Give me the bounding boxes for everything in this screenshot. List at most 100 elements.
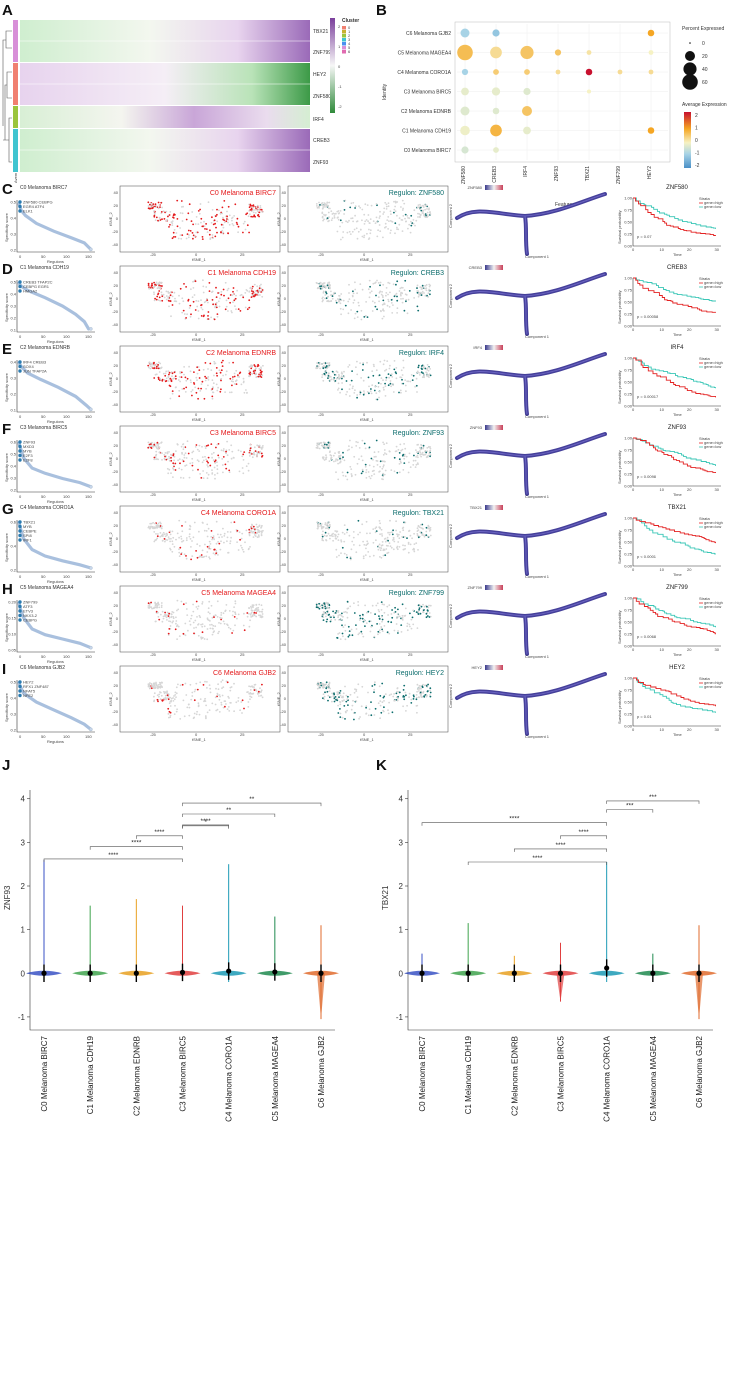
tsne-cell bbox=[226, 624, 229, 627]
tsne-cell bbox=[403, 536, 406, 538]
km-xtick: 0 bbox=[632, 567, 635, 572]
tsne-cell bbox=[372, 282, 375, 285]
tsne-title: Regulon: HEY2 bbox=[396, 670, 444, 677]
tsne-cell bbox=[197, 210, 200, 212]
tsne-xtick: 0 bbox=[363, 252, 366, 257]
tsne-cell bbox=[225, 452, 227, 455]
top-regulon-label: IRF4 CREB3 bbox=[23, 360, 47, 365]
tsne-cell bbox=[169, 696, 172, 699]
tsne-cell bbox=[374, 531, 377, 534]
tsne-cell bbox=[371, 300, 374, 303]
km-xtick: 30 bbox=[715, 327, 720, 332]
tsne-cell bbox=[407, 380, 410, 383]
tsne-cell bbox=[394, 201, 397, 204]
tsne-cell bbox=[173, 455, 176, 458]
tsne-cell bbox=[209, 612, 211, 615]
tsne-cell bbox=[225, 450, 228, 453]
tsne-cell bbox=[347, 366, 350, 368]
tsne-title: C4 Melanoma CORO1A bbox=[201, 510, 276, 517]
tsne-cell bbox=[318, 684, 321, 687]
tsne-cell bbox=[416, 287, 418, 289]
size-legend-dot bbox=[689, 42, 691, 44]
tsne-cell bbox=[160, 525, 163, 528]
tsne-cell bbox=[159, 286, 162, 289]
tsne-cell bbox=[202, 279, 204, 282]
tsne-cell bbox=[401, 619, 404, 621]
tsne-cell bbox=[328, 446, 331, 449]
tsne-cell bbox=[170, 379, 173, 381]
tsne-cell bbox=[244, 541, 246, 544]
tsne-cell bbox=[172, 236, 175, 238]
tsne-cell bbox=[346, 600, 349, 603]
tsne-cell bbox=[168, 214, 171, 216]
cluster-key-swatch bbox=[342, 42, 346, 46]
violin-ytick: -1 bbox=[396, 1013, 404, 1022]
tsne-cell bbox=[226, 215, 229, 218]
tsne-cell bbox=[329, 294, 332, 296]
tsne-cell bbox=[227, 232, 230, 235]
tsne-cell bbox=[375, 439, 378, 442]
tsne-cell bbox=[415, 456, 417, 458]
tsne-cell bbox=[157, 444, 160, 447]
tsne-cell bbox=[198, 212, 201, 215]
tsne-cell bbox=[189, 623, 192, 626]
tsne-cell bbox=[349, 439, 351, 442]
tsne-cell bbox=[179, 372, 182, 374]
tsne-cell bbox=[235, 701, 238, 704]
tsne-cell bbox=[401, 374, 404, 376]
tsne-cell bbox=[422, 209, 424, 212]
tsne-cell bbox=[198, 530, 200, 533]
tsne-cell bbox=[190, 546, 192, 548]
tsne-title: C1 Melanoma CDH19 bbox=[208, 270, 277, 277]
tsne-cell bbox=[340, 540, 343, 543]
tsne-cell bbox=[325, 539, 328, 542]
color-legend-title: Average Expression bbox=[682, 102, 727, 108]
tsne-cell bbox=[254, 208, 257, 211]
tsne-cell bbox=[325, 458, 327, 461]
tsne-cell bbox=[198, 713, 201, 716]
tsne-cell bbox=[222, 471, 224, 474]
significance-label: **** bbox=[555, 842, 566, 849]
tsne-cell bbox=[392, 538, 395, 541]
tsne-cell bbox=[189, 379, 192, 382]
tsne-cell bbox=[216, 600, 219, 603]
km-curve-high bbox=[633, 597, 716, 635]
tsne-cell bbox=[325, 456, 328, 459]
tsne-cell bbox=[149, 606, 152, 608]
tsne-cell bbox=[157, 700, 159, 703]
tsne-ytick: -20 bbox=[280, 389, 287, 394]
tsne-cell bbox=[388, 533, 391, 536]
tsne-cell bbox=[216, 208, 218, 211]
tsne-cell bbox=[385, 292, 388, 294]
tsne-cell bbox=[250, 616, 253, 618]
tsne-cell bbox=[415, 705, 418, 707]
tsne-cell bbox=[220, 701, 223, 704]
tsne-cell bbox=[395, 292, 398, 295]
tsne-cell bbox=[416, 291, 419, 294]
tsne-ylabel: tSNE_2 bbox=[276, 451, 281, 466]
km-xtick: 20 bbox=[687, 647, 692, 652]
tsne-cell bbox=[358, 304, 360, 307]
tsne-cell bbox=[246, 615, 249, 618]
dotplot-dot bbox=[585, 68, 593, 76]
tsne-cell bbox=[398, 217, 401, 220]
tsne-cell bbox=[214, 625, 217, 628]
tsne-cell bbox=[155, 206, 158, 208]
tsne-cell bbox=[217, 300, 220, 303]
dotplot-points bbox=[457, 28, 655, 154]
tsne-cell bbox=[346, 221, 349, 224]
tsne-ytick: -40 bbox=[280, 242, 287, 247]
tsne-cell bbox=[191, 464, 194, 467]
heatmap-color-scale bbox=[330, 18, 335, 113]
tsne-cell bbox=[329, 687, 331, 690]
tsne-cell bbox=[426, 211, 429, 214]
tsne-cell bbox=[195, 216, 198, 218]
tsne-cell bbox=[384, 540, 387, 543]
tsne-cell bbox=[164, 540, 166, 543]
tsne-cell bbox=[389, 210, 392, 213]
tsne-cell bbox=[211, 234, 214, 236]
cluster-key-label: 6 bbox=[348, 49, 351, 54]
tsne-xtick: 25 bbox=[408, 652, 413, 657]
tsne-cell bbox=[220, 681, 223, 683]
tsne-cell bbox=[254, 535, 257, 537]
